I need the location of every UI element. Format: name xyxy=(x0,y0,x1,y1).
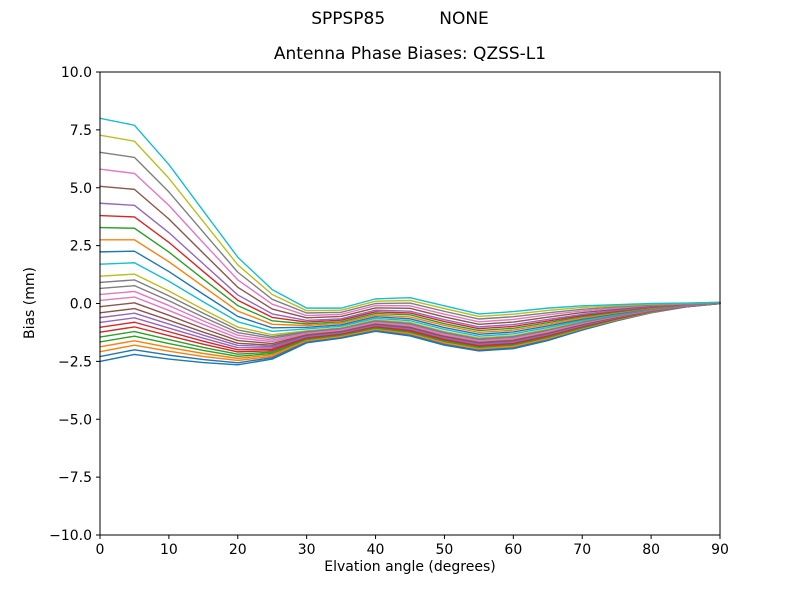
x-tick-label: 30 xyxy=(298,542,316,558)
y-tick-label: −7.5 xyxy=(58,470,92,486)
y-tick-label: 10.0 xyxy=(61,65,92,81)
x-tick-label: 40 xyxy=(367,542,385,558)
x-tick-label: 50 xyxy=(436,542,454,558)
y-tick-label: 0.0 xyxy=(70,297,92,313)
y-tick-label: −2.5 xyxy=(58,354,92,370)
series-line xyxy=(99,134,721,318)
series-line xyxy=(99,279,721,340)
y-tick-label: 7.5 xyxy=(70,123,92,139)
x-tick-label: 80 xyxy=(642,542,660,558)
y-tick-label: −5.0 xyxy=(58,412,92,428)
series-line xyxy=(99,117,721,315)
figure-suptitle: SPPSP85 NONE xyxy=(311,9,489,29)
series-line xyxy=(99,185,721,326)
y-tick-label: −10.0 xyxy=(49,528,92,544)
series-line xyxy=(99,151,721,320)
series-line xyxy=(99,168,721,323)
series-line xyxy=(99,250,721,335)
x-tick-label: 60 xyxy=(504,542,522,558)
series-line xyxy=(99,202,721,328)
x-tick-label: 20 xyxy=(229,542,247,558)
x-tick-label: 10 xyxy=(160,542,178,558)
x-axis-label: Elvation angle (degrees) xyxy=(324,559,496,575)
y-tick-label: 2.5 xyxy=(70,239,92,255)
series-line xyxy=(99,226,721,332)
x-tick-label: 70 xyxy=(573,542,591,558)
y-tick-label: 5.0 xyxy=(70,181,92,197)
plot-title: Antenna Phase Biases: QZSS-L1 xyxy=(273,44,547,64)
x-tick-label: 0 xyxy=(96,542,105,558)
x-tick-label: 90 xyxy=(711,542,729,558)
